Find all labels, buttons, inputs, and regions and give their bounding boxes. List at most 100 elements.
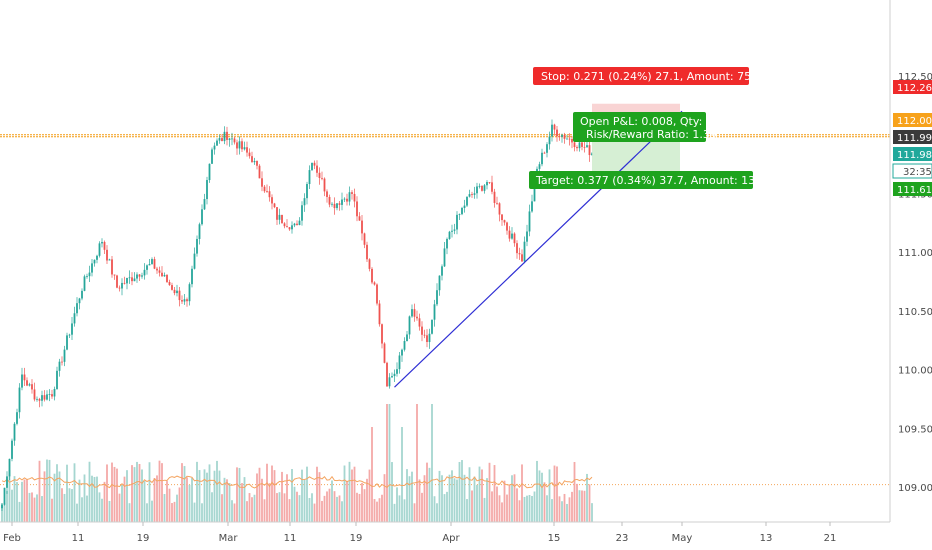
candle-body	[381, 324, 383, 344]
volume-bar	[268, 483, 271, 522]
volume-bar	[223, 477, 226, 522]
candle-body	[58, 361, 61, 371]
volume-bar	[96, 476, 98, 522]
volume-bar	[66, 464, 68, 522]
candle-body	[496, 202, 498, 204]
volume-bar	[88, 461, 91, 522]
candle-body	[111, 259, 113, 275]
volume-bar	[468, 467, 471, 522]
candle-body	[408, 316, 411, 335]
candle-body	[508, 230, 511, 239]
volume-bar	[136, 461, 138, 522]
candle-body	[388, 377, 391, 387]
volume-bar	[466, 499, 468, 522]
volume-bar	[553, 465, 556, 522]
volume-bar	[413, 503, 416, 522]
candle-body	[136, 274, 138, 279]
volume-bar	[498, 495, 501, 522]
candle-body	[68, 334, 71, 336]
candle-body	[233, 138, 236, 143]
candle-body	[566, 138, 568, 140]
candle-body	[406, 334, 408, 342]
volume-bar	[153, 478, 156, 522]
volume-bar	[531, 495, 533, 522]
volume-bar	[181, 463, 183, 522]
volume-bar	[463, 474, 466, 522]
candle-body	[221, 138, 223, 142]
candle-body	[483, 185, 486, 191]
candle-body	[451, 230, 453, 232]
stop-label: Stop: 0.271 (0.24%) 27.1, Amount: 750.14	[533, 67, 776, 85]
volume-bar	[576, 483, 578, 522]
volume-bar	[296, 491, 298, 522]
volume-bar	[323, 495, 326, 522]
volume-bar	[173, 501, 176, 522]
candle-body	[373, 282, 376, 285]
x-tick-label: 11	[284, 533, 297, 544]
candle-body	[33, 389, 36, 400]
candle-body	[113, 274, 116, 276]
volume-bar	[188, 484, 191, 522]
candle-body	[428, 333, 431, 343]
candle-body	[446, 238, 448, 249]
volume-bar	[368, 469, 371, 522]
volume-bar	[376, 501, 378, 522]
candle-body	[188, 284, 191, 302]
candle-body	[166, 274, 168, 283]
candle-body	[191, 268, 193, 285]
volume-bar	[436, 503, 438, 522]
volume-bar	[118, 493, 121, 522]
volume-bar	[398, 495, 401, 522]
volume-bar	[328, 488, 331, 522]
candle-body	[88, 272, 91, 277]
candle-body	[588, 145, 591, 156]
pnl-label: Open P&L: 0.008, Qty: 922 Risk/Reward Ra…	[573, 112, 727, 142]
volume-bar	[16, 482, 18, 522]
candle-body	[276, 207, 278, 220]
volume-bar	[543, 482, 546, 522]
volume-bar	[198, 470, 201, 522]
volume-bar	[558, 496, 561, 522]
candle-body	[368, 259, 371, 269]
candle-body	[261, 178, 263, 187]
candle-body	[303, 198, 306, 206]
volume-bar	[411, 471, 413, 522]
candle-body	[101, 241, 103, 244]
volume-bar	[46, 459, 48, 522]
volume-bar	[73, 463, 76, 522]
volume-bar	[171, 503, 173, 522]
candle-body	[213, 145, 216, 150]
volume-bar	[386, 404, 388, 522]
candle-body	[473, 193, 476, 195]
svg-text:112.264: 112.264	[897, 83, 932, 94]
candle-body	[148, 264, 151, 266]
candle-body	[581, 142, 583, 147]
candle-body	[23, 374, 26, 381]
candle-body	[488, 182, 491, 183]
candle-body	[531, 201, 533, 212]
volume-ma-line	[1, 475, 593, 489]
volume-bar	[108, 500, 111, 522]
volume-bar	[81, 497, 83, 522]
volume-bar	[573, 462, 576, 522]
volume-bar	[83, 474, 86, 522]
svg-text:111.985: 111.985	[897, 150, 932, 161]
candle-body	[21, 374, 23, 388]
volume-bar	[338, 495, 341, 522]
candle-body	[326, 191, 328, 197]
volume-bar	[493, 465, 496, 522]
trendline	[394, 110, 683, 388]
volume-bars	[1, 404, 593, 522]
volume-bar	[221, 494, 223, 522]
candle-body	[281, 214, 283, 224]
x-tick-label: Feb	[3, 533, 21, 544]
volume-bar	[438, 470, 441, 522]
volume-bar	[43, 471, 46, 522]
price-label-entry: 112.000	[893, 113, 932, 127]
volume-bar	[266, 463, 268, 522]
candle-body	[143, 269, 146, 276]
svg-text:Open P&L: 0.008, Qty: 922: Open P&L: 0.008, Qty: 922	[580, 115, 727, 128]
volume-bar	[148, 462, 151, 522]
volume-bar	[93, 476, 96, 522]
